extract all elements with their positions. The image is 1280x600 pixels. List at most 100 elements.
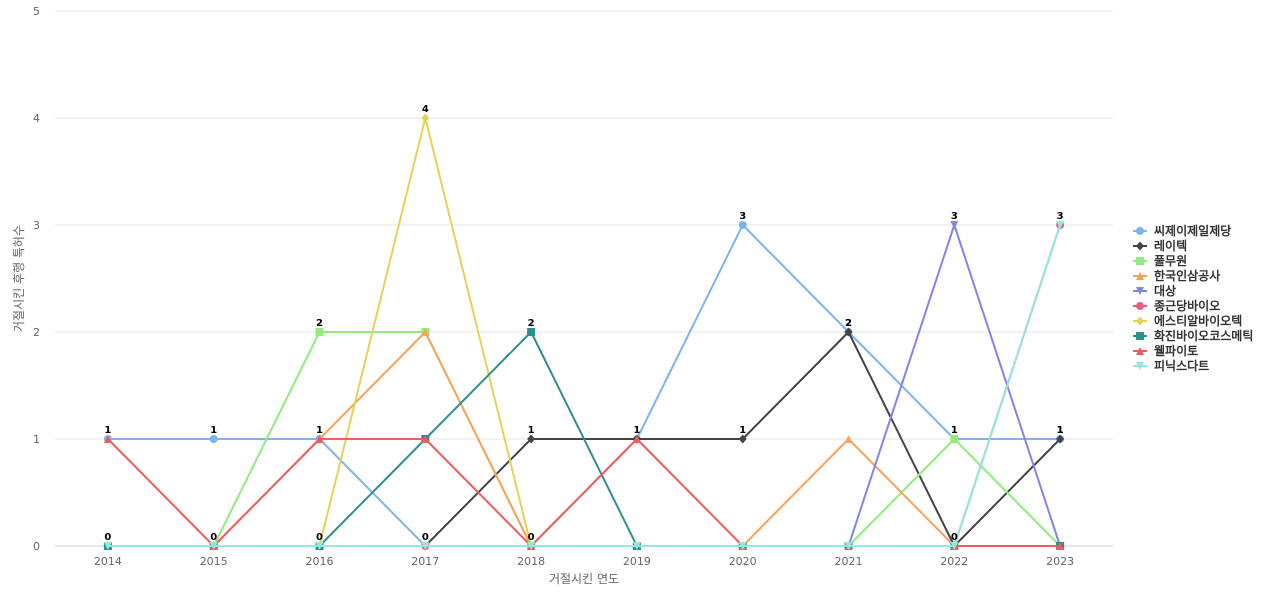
data-label: 1	[739, 425, 746, 436]
legend-item[interactable]: 화진바이오코스메틱	[1133, 328, 1253, 343]
series-lines	[103, 113, 1065, 551]
series-1[interactable]	[103, 221, 1065, 550]
data-point	[527, 542, 536, 550]
data-point	[844, 435, 853, 443]
data-label: 1	[1057, 425, 1064, 436]
x-tick-label: 2022	[940, 555, 968, 568]
data-point	[315, 542, 324, 550]
data-point	[738, 434, 747, 444]
series-9[interactable]	[103, 435, 1065, 550]
data-point	[1056, 434, 1065, 444]
series-line[interactable]	[107, 224, 1062, 547]
legend-item[interactable]: 한국인삼공사	[1133, 268, 1220, 283]
data-label: 2	[845, 318, 852, 329]
legend-marker	[1136, 272, 1144, 280]
data-point	[421, 435, 430, 443]
x-tick-label: 2018	[517, 555, 545, 568]
data-point	[738, 542, 747, 550]
data-point	[209, 435, 218, 443]
data-label: 1	[951, 425, 958, 436]
y-tick-label: 0	[33, 540, 40, 553]
series-line[interactable]	[107, 224, 1061, 547]
series-5[interactable]	[103, 221, 1065, 550]
data-label: 2	[845, 318, 852, 329]
series-line[interactable]	[107, 438, 1061, 547]
data-point	[950, 221, 959, 229]
legend-label: 대상	[1154, 283, 1176, 298]
data-point	[315, 435, 324, 443]
legend-marker	[1136, 347, 1144, 355]
legend-marker	[1136, 332, 1144, 340]
data-point	[844, 542, 853, 550]
data-point	[738, 221, 747, 229]
data-point	[632, 435, 641, 443]
legend-label: 종근당바이오	[1154, 298, 1220, 313]
legend-marker	[1136, 316, 1144, 326]
data-label: 1	[1057, 425, 1064, 436]
legend-marker	[1136, 241, 1144, 251]
data-label: 0	[104, 532, 111, 543]
data-label: 2	[316, 318, 323, 329]
legend-item[interactable]: 종근당바이오	[1133, 298, 1220, 313]
legend-item[interactable]: 풀무원	[1133, 253, 1187, 268]
data-label: 3	[1057, 211, 1064, 222]
data-label: 1	[528, 425, 535, 436]
legend-item[interactable]: 에스티알바이오텍	[1133, 313, 1242, 328]
data-point	[421, 113, 430, 123]
legend-label: 풀무원	[1154, 253, 1187, 268]
series-line[interactable]	[107, 224, 1062, 547]
data-label: 0	[316, 532, 323, 543]
legend-item[interactable]: 레이텍	[1133, 238, 1187, 253]
x-tick-label: 2015	[200, 555, 228, 568]
data-label: 1	[104, 425, 111, 436]
x-tick-label: 2016	[306, 555, 334, 568]
data-label: 4	[422, 104, 429, 115]
data-point	[527, 434, 536, 444]
legend-label: 레이텍	[1154, 238, 1187, 253]
series-6[interactable]	[103, 221, 1065, 550]
data-label: 3	[951, 211, 958, 222]
grid	[55, 10, 1113, 547]
legend-label: 씨제이제일제당	[1154, 223, 1231, 238]
x-tick-label: 2014	[94, 555, 122, 568]
y-tick-label: 1	[33, 433, 40, 446]
x-tick-label: 2021	[835, 555, 863, 568]
data-label: 1	[633, 425, 640, 436]
data-point	[209, 542, 218, 550]
data-label: 0	[422, 532, 429, 543]
legend-marker	[1136, 302, 1144, 310]
data-point	[315, 328, 324, 336]
data-point	[632, 542, 641, 550]
data-label: 3	[739, 211, 746, 222]
legend-item[interactable]: 피닉스다트	[1133, 358, 1209, 373]
series-line[interactable]	[107, 224, 1062, 547]
data-point	[421, 328, 430, 336]
data-label: 2	[528, 318, 535, 329]
data-point	[527, 328, 536, 336]
data-point	[421, 542, 430, 550]
y-axis-title: 거절시킨 후행 특허수	[11, 225, 26, 332]
y-tick-label: 2	[33, 326, 40, 339]
y-tick-label: 4	[33, 112, 40, 125]
data-label: 1	[316, 425, 323, 436]
data-label: 1	[210, 425, 217, 436]
legend-item[interactable]: 씨제이제일제당	[1133, 223, 1231, 238]
series-10[interactable]	[103, 221, 1065, 550]
legend-item[interactable]: 웰파이토	[1133, 343, 1198, 358]
legend-label: 한국인삼공사	[1154, 268, 1220, 283]
legend-label: 웰파이토	[1154, 343, 1198, 358]
data-point	[103, 435, 112, 443]
x-tick-label: 2023	[1046, 555, 1074, 568]
data-label: 0	[210, 532, 217, 543]
y-tick-label: 3	[33, 219, 40, 232]
data-point	[950, 542, 959, 550]
legend-label: 피닉스다트	[1154, 358, 1209, 373]
data-label: 0	[951, 532, 958, 543]
legend-marker	[1136, 227, 1144, 235]
data-point	[103, 542, 112, 550]
legend-item[interactable]: 대상	[1133, 283, 1176, 298]
y-tick-label: 5	[33, 5, 40, 18]
